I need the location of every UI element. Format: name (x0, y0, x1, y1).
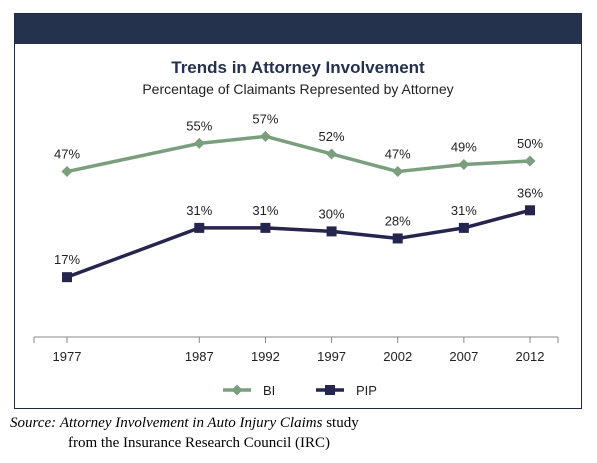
data-point (259, 130, 271, 142)
x-tick-label: 1987 (185, 349, 214, 364)
x-tick-label: 2002 (383, 349, 412, 364)
data-label: 47% (385, 147, 411, 162)
series-pip: 17% 31% 31% 30% 28% 31% 36% (54, 185, 543, 283)
data-point (458, 222, 469, 233)
data-label: 49% (451, 140, 477, 155)
series-line (66, 208, 531, 279)
data-point (62, 272, 72, 283)
chart-frame (14, 13, 582, 409)
data-label: 31% (252, 203, 278, 218)
source-study-title: Attorney Involvement in Auto Injury Clai… (59, 415, 323, 431)
data-point (392, 166, 404, 178)
x-tick-label: 1997 (317, 349, 346, 364)
chart-title: Trends in Attorney Involvement (171, 58, 425, 77)
data-label: 52% (319, 129, 345, 144)
x-tick-label: 2012 (516, 349, 545, 364)
data-label: 31% (451, 203, 477, 218)
header-bar (15, 14, 581, 44)
data-label: 28% (385, 213, 411, 228)
data-point (525, 205, 535, 216)
legend-marker (325, 385, 335, 395)
data-point (458, 159, 470, 171)
legend-item-pip: PIP (316, 383, 377, 398)
data-point (326, 226, 337, 237)
data-label: 57% (252, 111, 278, 126)
data-point (193, 137, 205, 149)
data-label: 36% (517, 185, 543, 200)
data-label: 47% (54, 147, 80, 162)
x-tick-label: 1977 (53, 349, 82, 364)
data-label: 50% (517, 136, 543, 151)
source-note: Source: Attorney Involvement in Auto Inj… (10, 413, 359, 453)
x-tick-label: 1992 (251, 349, 280, 364)
data-point (326, 148, 338, 160)
data-point (61, 166, 73, 178)
data-point (194, 222, 205, 233)
legend-marker (231, 384, 243, 396)
x-tick-label: 2007 (449, 349, 478, 364)
data-label: 30% (319, 206, 345, 221)
legend-item-bi: BI (223, 383, 275, 398)
source-suffix: study (326, 415, 359, 431)
legend-label: PIP (356, 383, 377, 398)
data-label: 31% (186, 203, 212, 218)
source-line2: from the Insurance Research Council (IRC… (68, 435, 330, 451)
data-point (392, 233, 403, 244)
source-prefix: Source: (10, 415, 57, 431)
legend: BI PIP (223, 383, 377, 398)
chart-subtitle: Percentage of Claimants Represented by A… (142, 81, 453, 97)
series-bi: 47% 55% 57% 52% 47% 49% 50% (54, 111, 543, 178)
data-point (524, 155, 536, 167)
data-label: 17% (54, 252, 80, 267)
data-label: 55% (186, 118, 212, 133)
data-point (260, 222, 271, 233)
legend-label: BI (263, 383, 275, 398)
